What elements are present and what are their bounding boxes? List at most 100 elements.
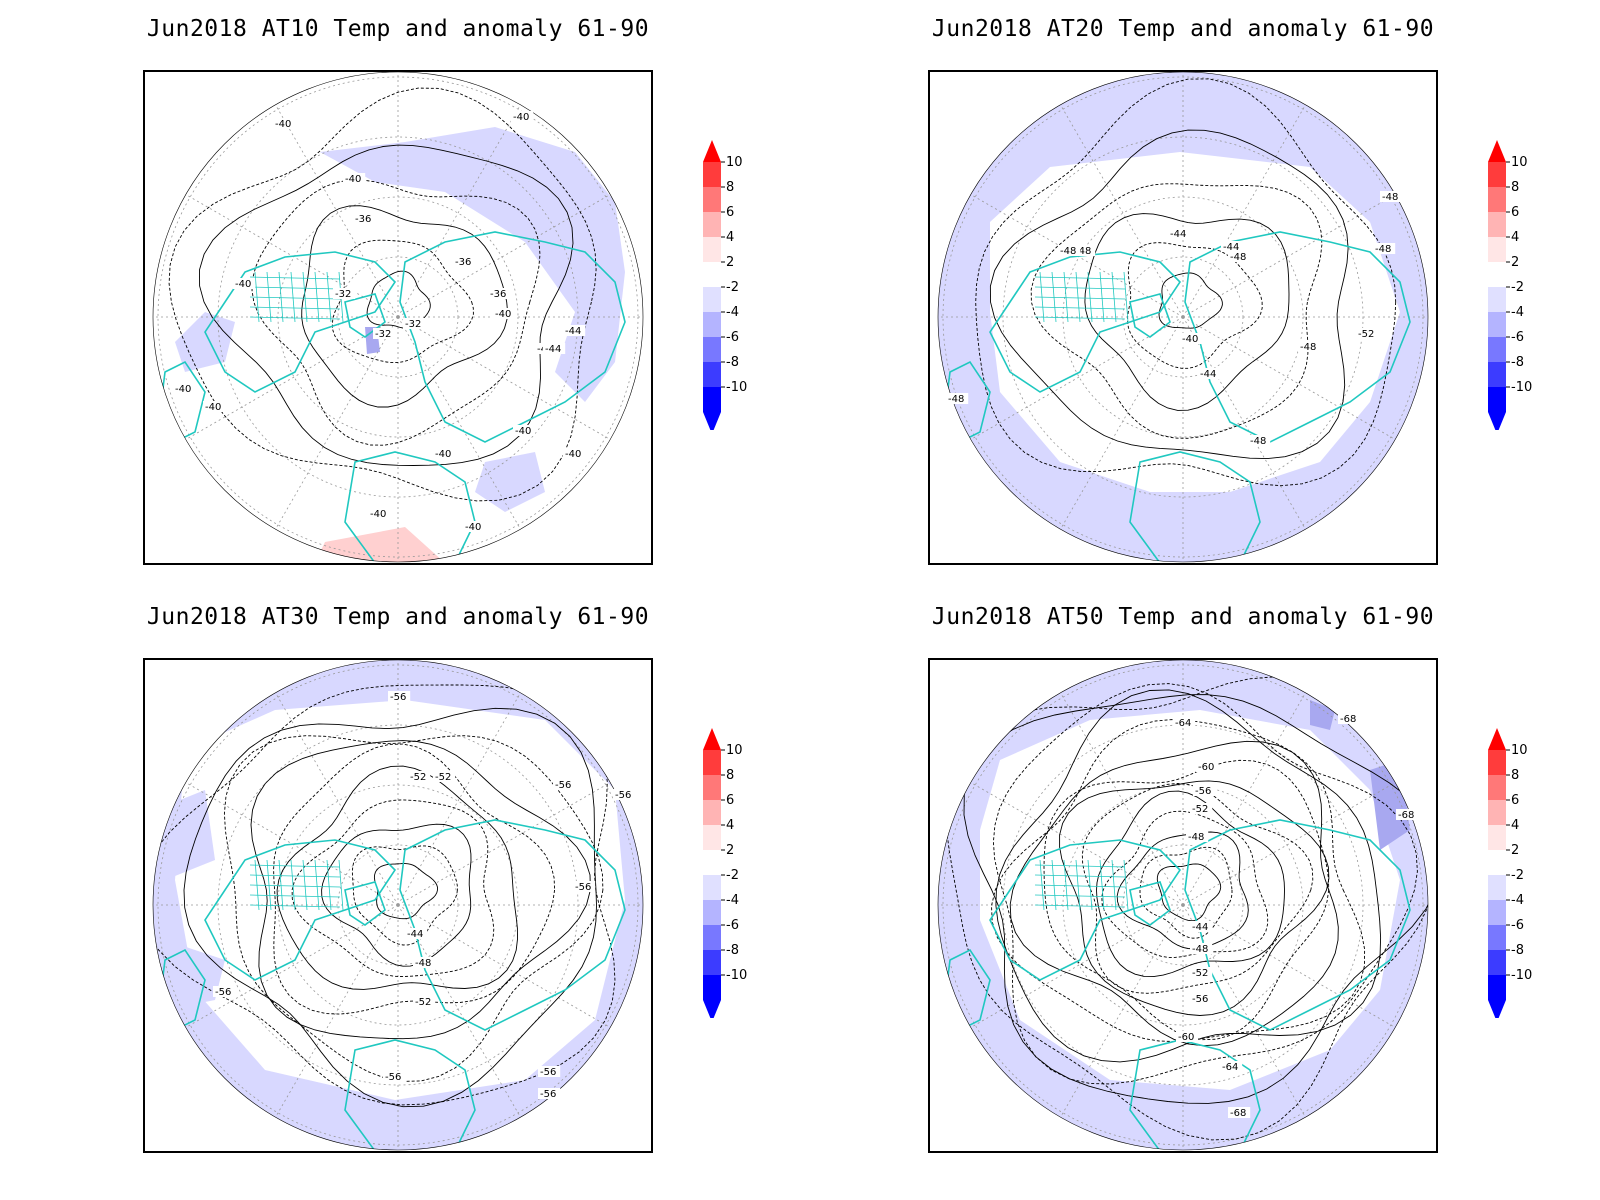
colorbar-label: -6 bbox=[1511, 330, 1524, 345]
colorbar-segment bbox=[703, 162, 721, 187]
contour-label: -44 bbox=[407, 929, 423, 940]
colorbar-label: -6 bbox=[1511, 918, 1524, 933]
colorbar-segment bbox=[703, 362, 721, 387]
contour-label-bg bbox=[488, 288, 511, 299]
contour-label-bg bbox=[413, 957, 436, 968]
contour-label-bg bbox=[1198, 368, 1221, 379]
contour-label: -52 bbox=[1192, 804, 1208, 815]
colorbar-label: -6 bbox=[726, 330, 739, 345]
colorbar-label: -10 bbox=[726, 380, 747, 395]
colorbar-segment bbox=[1488, 800, 1506, 825]
panel-title: Jun2018 AT50 Temp and anomaly 61-90 bbox=[931, 604, 1435, 630]
colorbar-segment bbox=[1488, 387, 1506, 412]
colorbar-segment bbox=[703, 187, 721, 212]
colorbar-label: -6 bbox=[726, 918, 739, 933]
colorbar-label: -2 bbox=[1511, 280, 1524, 295]
contour-label-bg bbox=[203, 401, 226, 412]
colorbar-label: 10 bbox=[1511, 743, 1528, 758]
contour-label-bg bbox=[1190, 803, 1213, 814]
contour-label: -44 bbox=[1200, 369, 1216, 380]
polar-map: -56 -52 -52 -56 -56 -56 -44 -48 -52 -56 -56 -56 -56 bbox=[143, 658, 653, 1153]
map-svg: -40 -40 -40 -36 -36 -36 -32 -32 -32 -40 -40 -44 -44 -… bbox=[152, 72, 644, 563]
colorbar-segment bbox=[1488, 262, 1506, 287]
contour-label: -40 bbox=[465, 522, 481, 533]
contour-label-bg bbox=[383, 1071, 406, 1082]
colorbar-label: 4 bbox=[1511, 230, 1519, 245]
contour-label: -60 bbox=[1178, 1032, 1194, 1043]
colorbar-label: 8 bbox=[1511, 180, 1519, 195]
colorbar: 10 8 6 4 2 -2 -4 -6 -8 -10 bbox=[701, 728, 771, 1022]
panel-title: Jun2018 AT20 Temp and anomaly 61-90 bbox=[931, 16, 1435, 42]
contour-label-bg bbox=[613, 789, 636, 800]
contour-label: -40 bbox=[1182, 334, 1198, 345]
contour-label: -40 bbox=[205, 402, 221, 413]
contour-label: -40 bbox=[175, 384, 191, 395]
contour-label: -32 bbox=[375, 329, 391, 340]
colorbar-label: 10 bbox=[726, 155, 743, 170]
colorbar-label: 2 bbox=[1511, 255, 1519, 270]
contour-label-bg bbox=[373, 328, 396, 339]
colorbar-label: 6 bbox=[726, 793, 734, 808]
colorbar-segment bbox=[703, 387, 721, 412]
colorbar-segment bbox=[1488, 975, 1506, 1000]
contour-label-bg bbox=[333, 288, 356, 299]
colorbar-label: -2 bbox=[726, 280, 739, 295]
colorbar-label: 6 bbox=[1511, 205, 1519, 220]
contour-label: -56 bbox=[385, 1072, 401, 1083]
panel-at10: Jun2018 AT10 Temp and anomaly 61-90 -40-… bbox=[143, 16, 783, 576]
colorbar-label: -8 bbox=[726, 943, 739, 958]
contour-label: -36 bbox=[455, 257, 471, 268]
contour-label: -56 bbox=[540, 1089, 556, 1100]
colorbar-segment bbox=[703, 825, 721, 850]
colorbar-label: 2 bbox=[726, 255, 734, 270]
contour-label: -48 bbox=[948, 394, 964, 405]
contour-label-bg bbox=[1190, 921, 1213, 932]
colorbar-segment bbox=[703, 925, 721, 950]
colorbar-label: 8 bbox=[726, 180, 734, 195]
colorbar-svg: 10 8 6 4 2 -2 -4 -6 -8 -10 bbox=[1488, 728, 1532, 1022]
colorbar-segment bbox=[703, 212, 721, 237]
contour-label-bg bbox=[1173, 717, 1196, 728]
contour-label: -48 bbox=[1230, 252, 1246, 263]
panel-at20: Jun2018 AT20 Temp and anomaly 61-90 -48 -… bbox=[928, 16, 1568, 576]
contour-label: -52 bbox=[1358, 329, 1374, 340]
colorbar-label: -8 bbox=[726, 355, 739, 370]
colorbar-label: 6 bbox=[1511, 793, 1519, 808]
map-content bbox=[153, 72, 643, 562]
contour-label: -40 bbox=[565, 449, 581, 460]
contour-label: -40 bbox=[513, 112, 529, 123]
contour-label-bg bbox=[353, 213, 376, 224]
colorbar-label: 4 bbox=[726, 230, 734, 245]
contour-label: -44 bbox=[545, 344, 561, 355]
contour-label-bg bbox=[463, 521, 486, 532]
temperature-contours bbox=[945, 676, 1428, 1141]
contour-label-bg bbox=[233, 278, 256, 289]
colorbar-segment bbox=[703, 950, 721, 975]
contour-label: -36 bbox=[355, 214, 371, 225]
colorbar-label: 2 bbox=[726, 843, 734, 858]
colorbar: 10 8 6 4 2 -2 -4 -6 -8 -10 bbox=[1486, 728, 1556, 1022]
colorbar-segment bbox=[703, 800, 721, 825]
colorbar-label: -4 bbox=[726, 305, 739, 320]
contour-label: -48 bbox=[1382, 192, 1398, 203]
contour-label: -40 bbox=[275, 119, 291, 130]
colorbar-segment bbox=[1488, 362, 1506, 387]
contour-label: -40 bbox=[515, 426, 531, 437]
contour-label-bg bbox=[433, 771, 456, 782]
colorbar-label: 6 bbox=[726, 205, 734, 220]
contour-label-bg bbox=[1168, 228, 1191, 239]
map-svg: -64 -60 -56 -52 -48 -44 -48 -52 -56 -60 -64 -68 -68 -… bbox=[937, 660, 1429, 1151]
colorbar-arrow-bottom bbox=[1488, 1000, 1506, 1022]
panel-at50: Jun2018 AT50 Temp and anomaly 61-90 -64-… bbox=[928, 604, 1568, 1164]
colorbar-segment bbox=[1488, 925, 1506, 950]
contour-label: -60 bbox=[1198, 762, 1214, 773]
contour-label-bg bbox=[513, 425, 536, 436]
contour-label: -56 bbox=[215, 987, 231, 998]
contour-label: -48 bbox=[1300, 342, 1316, 353]
contour-label: -48 bbox=[1375, 244, 1391, 255]
map-svg: -56 -52 -52 -56 -56 -56 -44 -48 -52 -56 -56 -56 -56 bbox=[152, 660, 644, 1151]
colorbar-label: 2 bbox=[1511, 843, 1519, 858]
colorbar-segment bbox=[1488, 237, 1506, 262]
colorbar-segment bbox=[703, 875, 721, 900]
temperature-contours bbox=[168, 87, 597, 502]
